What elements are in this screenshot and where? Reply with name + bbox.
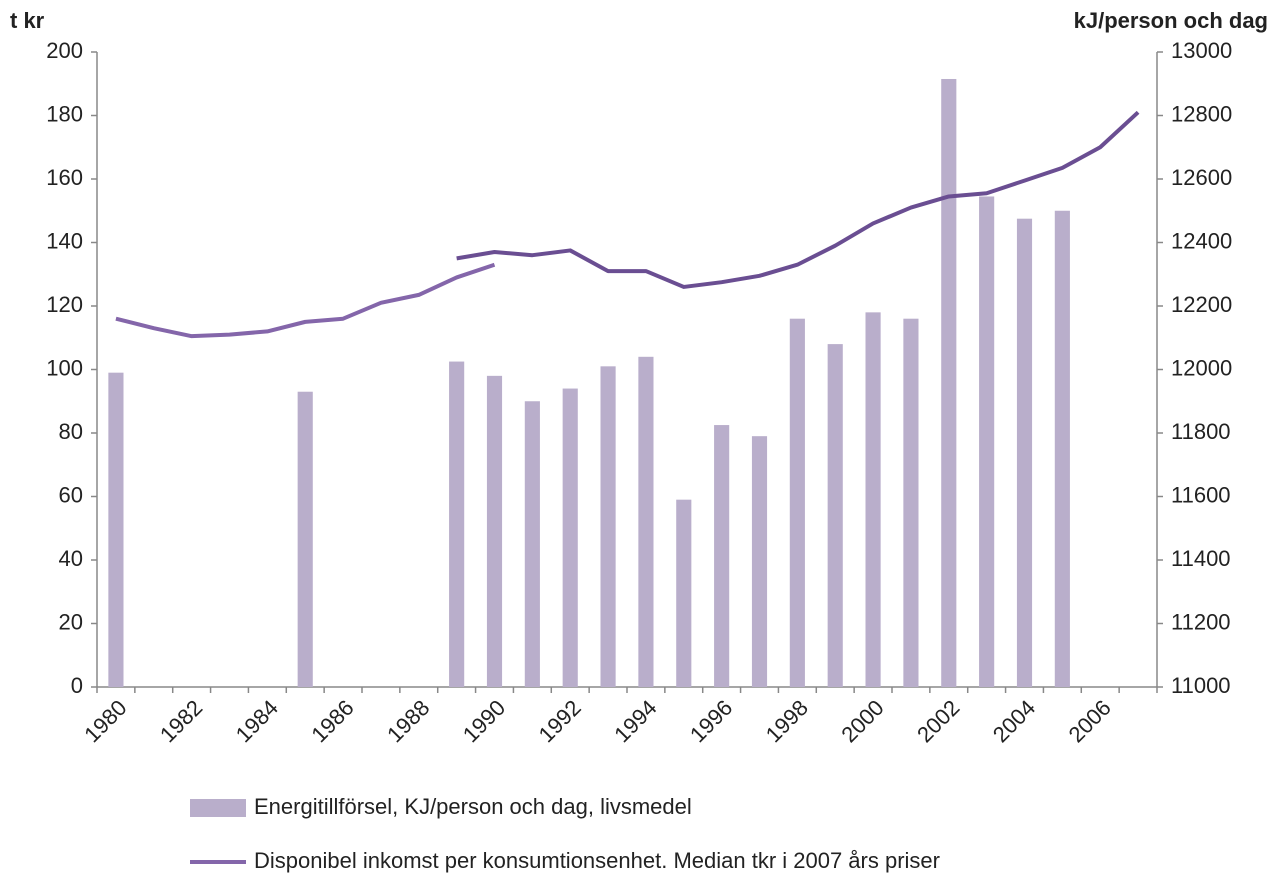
y-axis-title: t kr <box>10 8 45 33</box>
x-tick-label: 2006 <box>1064 695 1116 747</box>
legend-swatch <box>190 799 246 817</box>
x-tick-label: 1986 <box>306 695 358 747</box>
line <box>115 262 496 339</box>
bar <box>751 436 768 687</box>
bar <box>865 312 881 687</box>
y-tick-label: 0 <box>71 673 83 698</box>
legend-label: Energitillförsel, KJ/person och dag, liv… <box>254 794 692 819</box>
bar <box>600 366 616 687</box>
bar <box>827 344 843 687</box>
bar <box>108 372 124 687</box>
y2-tick-label: 11000 <box>1171 673 1231 698</box>
x-tick-label: 1984 <box>231 695 283 747</box>
legend-label: Disponibel inkomst per konsumtionsenhet.… <box>254 848 940 873</box>
y-tick-label: 60 <box>59 482 83 507</box>
y2-tick-label: 12400 <box>1171 228 1232 253</box>
line <box>456 110 1140 289</box>
y-tick-label: 100 <box>46 355 83 380</box>
bar <box>941 78 957 688</box>
x-tick-label: 1980 <box>79 695 131 747</box>
bar <box>789 318 805 687</box>
x-tick-label: 1994 <box>609 695 661 747</box>
x-tick-label: 2004 <box>988 695 1040 747</box>
bar <box>1054 210 1070 687</box>
y-tick-label: 200 <box>46 38 83 63</box>
bar <box>979 196 995 687</box>
y2-axis-title: kJ/person och dag <box>1074 8 1268 33</box>
y-tick-label: 40 <box>59 546 83 571</box>
bar <box>676 499 692 687</box>
x-tick-label: 1990 <box>458 695 510 747</box>
y-tick-label: 120 <box>46 292 83 317</box>
y-tick-label: 80 <box>59 419 83 444</box>
y-tick-label: 20 <box>59 609 83 634</box>
y2-tick-label: 11800 <box>1171 419 1231 444</box>
bar <box>486 375 503 687</box>
y-tick-label: 180 <box>46 101 83 126</box>
bar <box>903 318 919 687</box>
bar <box>714 425 730 687</box>
x-tick-label: 1996 <box>685 695 737 747</box>
x-tick-label: 1992 <box>534 695 586 747</box>
y2-tick-label: 11200 <box>1171 609 1231 634</box>
x-tick-label: 1998 <box>761 695 813 747</box>
y2-tick-label: 12200 <box>1171 292 1232 317</box>
y2-tick-label: 11600 <box>1171 482 1231 507</box>
y2-tick-label: 12800 <box>1171 101 1232 126</box>
bar <box>638 356 654 687</box>
bar <box>524 401 540 687</box>
x-tick-label: 2000 <box>836 695 888 747</box>
bar <box>449 361 465 687</box>
y2-tick-label: 13000 <box>1171 38 1232 63</box>
y-tick-label: 140 <box>46 228 83 253</box>
bar <box>297 391 313 687</box>
y2-tick-label: 12600 <box>1171 165 1232 190</box>
bar <box>562 388 578 687</box>
x-tick-label: 1988 <box>382 695 434 747</box>
y-tick-label: 160 <box>46 165 83 190</box>
x-tick-label: 2002 <box>912 695 964 747</box>
y2-tick-label: 12000 <box>1171 355 1232 380</box>
x-tick-label: 1982 <box>155 695 207 747</box>
bar <box>1016 218 1033 687</box>
y2-tick-label: 11400 <box>1171 546 1231 571</box>
